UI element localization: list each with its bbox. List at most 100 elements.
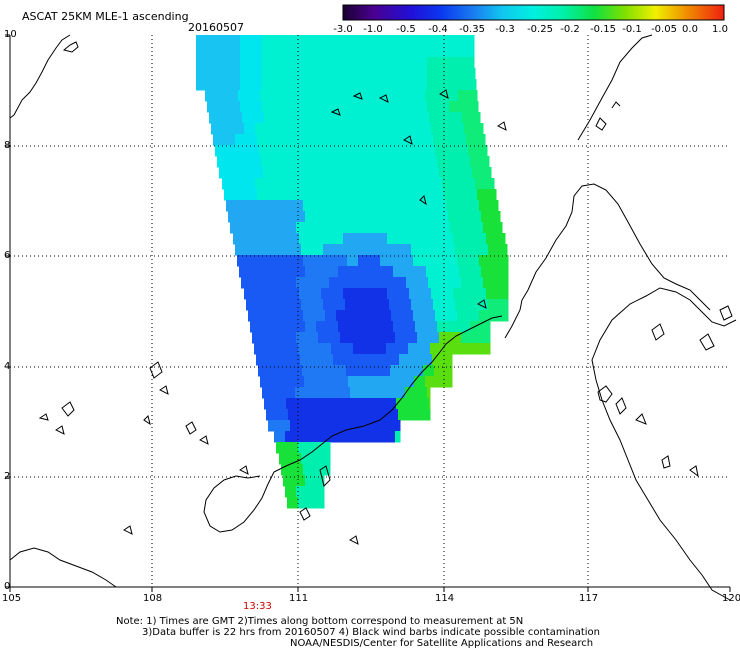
x-axis-tick-label: 120 (722, 593, 740, 604)
swath-cell (403, 90, 415, 102)
swath-cell (238, 90, 250, 102)
swath-cell (255, 233, 267, 245)
swath-cell (323, 244, 335, 256)
swath-cell (283, 266, 295, 278)
swath-cell (374, 398, 386, 410)
colorbar-tick-label: -0.4 (428, 24, 448, 35)
swath-cell (393, 266, 405, 278)
swath-cell (226, 200, 238, 212)
swath-cell (472, 332, 484, 344)
swath-cell (291, 365, 303, 377)
swath-cell (494, 277, 506, 289)
swath-cell (311, 354, 323, 366)
swath-cell (327, 321, 339, 333)
swath-cell (252, 222, 264, 234)
swath-cell (320, 497, 325, 509)
swath-cell (385, 112, 397, 124)
swath-cell (430, 343, 442, 355)
swath-cell (392, 90, 404, 102)
swath-cell (433, 244, 445, 256)
swath-cell (233, 178, 245, 190)
islands-west (38, 361, 169, 435)
swath-cell (449, 57, 461, 69)
swath-cell (260, 376, 272, 388)
swath-cell (360, 156, 372, 168)
swath-cell (323, 189, 335, 201)
swath-cell (262, 387, 274, 399)
swath-cell (408, 343, 420, 355)
swath-cell (314, 145, 326, 157)
swath-cell (257, 299, 269, 311)
swath-cell (262, 79, 274, 91)
swath-cell (468, 200, 480, 212)
swath-cell (279, 134, 291, 146)
swath-cell (455, 134, 467, 146)
swath-cell (354, 178, 366, 190)
swath-cell (277, 178, 289, 190)
swath-cell (378, 244, 390, 256)
swath-cell (293, 376, 305, 388)
product-date: 20160507 (188, 21, 244, 34)
swath-cell (468, 310, 480, 322)
swath-cell (403, 376, 415, 388)
swath-cell (230, 167, 242, 179)
swath-cell (351, 277, 363, 289)
swath-cell (323, 134, 335, 146)
swath-cell (367, 244, 379, 256)
swath-cell (237, 145, 249, 157)
swath-cell (434, 365, 446, 377)
swath-cell (277, 123, 289, 135)
swath-cell (420, 123, 432, 135)
swath-cell (345, 134, 357, 146)
swath-cell (329, 277, 341, 289)
swath-cell (284, 46, 296, 58)
swath-cell (302, 365, 314, 377)
swath-cell (306, 57, 318, 69)
swath-cell (339, 79, 351, 91)
swath-cell (224, 134, 236, 146)
swath-cell (481, 211, 493, 223)
swath-cell (363, 398, 375, 410)
swath-cell (451, 112, 463, 124)
swath-cell (332, 409, 344, 421)
swath-cell (475, 288, 487, 300)
swath-cell (352, 112, 364, 124)
swath-cell (274, 277, 286, 289)
swath-cell (239, 266, 251, 278)
swath-cell (303, 255, 315, 267)
swath-cell (431, 288, 443, 300)
swath-cell (322, 354, 334, 366)
swath-cell (266, 409, 278, 421)
swath-cell (457, 255, 469, 267)
islands-central (123, 421, 359, 545)
swath-cell (320, 343, 332, 355)
swath-cell (331, 343, 343, 355)
swath-cell (332, 233, 344, 245)
swath-cell (263, 222, 275, 234)
swath-cell (460, 101, 472, 113)
swath-cell (446, 200, 458, 212)
swath-cell (251, 79, 263, 91)
swath-cell (218, 57, 230, 69)
swath-cell (317, 35, 329, 47)
swath-cell (397, 343, 409, 355)
swath-cell (444, 134, 456, 146)
swath-cell (367, 189, 379, 201)
swath-cell (387, 233, 399, 245)
swath-cell (407, 398, 419, 410)
swath-cell (439, 277, 451, 289)
swath-cell (327, 156, 339, 168)
swath-cell (340, 332, 352, 344)
swath-cell (325, 310, 337, 322)
swath-cell (416, 68, 428, 80)
swath-cell (219, 167, 231, 179)
swath-cell (333, 354, 345, 366)
swath-cell (260, 90, 272, 102)
swath-cell (382, 211, 394, 223)
swath-cell (387, 123, 399, 135)
swath-cell (383, 387, 395, 399)
swath-cell (432, 354, 444, 366)
swath-cell (360, 321, 372, 333)
swath-cell (312, 299, 324, 311)
